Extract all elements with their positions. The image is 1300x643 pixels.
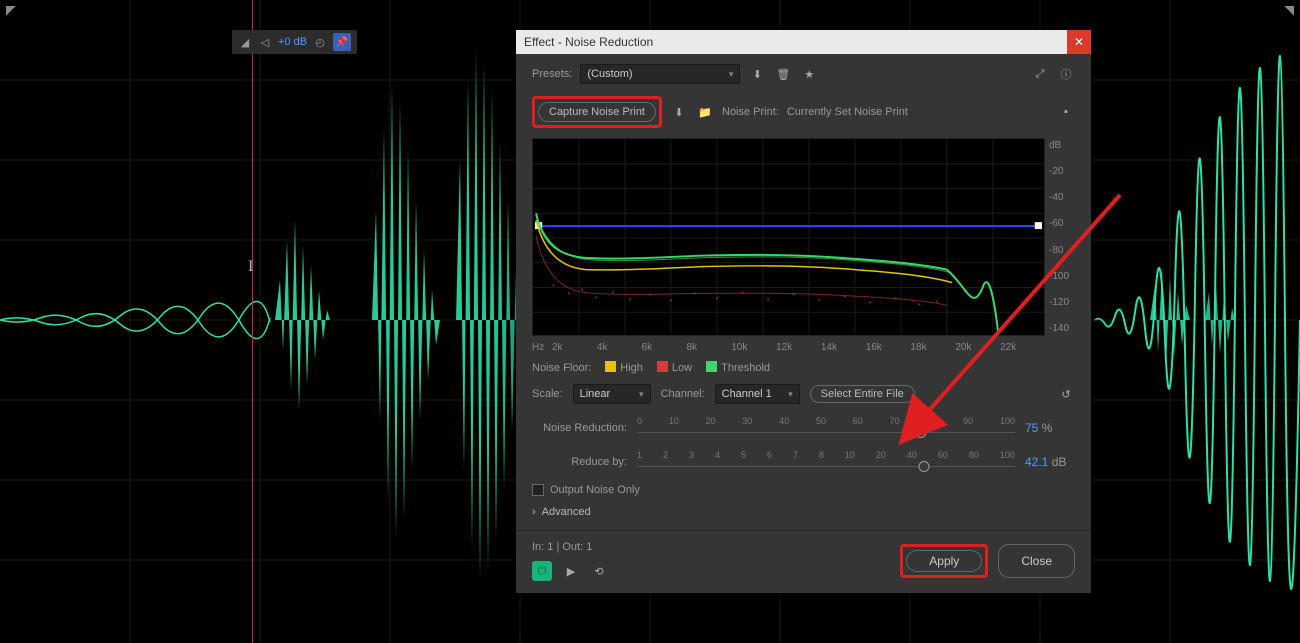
reduce-label: Reduce by: xyxy=(532,456,627,468)
reset-icon[interactable]: ↺ xyxy=(1057,385,1075,403)
y-axis-labels: dB-20 -40-60 -80-100 -120-140 xyxy=(1045,138,1075,336)
swatch-high xyxy=(605,361,616,372)
advanced-label: Advanced xyxy=(542,506,591,518)
chevron-down-icon: ▾ xyxy=(639,389,644,400)
save-noise-print-icon[interactable]: ⬇ xyxy=(670,103,688,121)
load-noise-print-icon[interactable]: 📁 xyxy=(696,103,714,121)
preset-value: (Custom) xyxy=(587,68,632,80)
advanced-toggle[interactable]: › Advanced xyxy=(532,506,1075,518)
nr-slider[interactable]: 01020 304050 607080 90100 xyxy=(637,416,1015,440)
dialog-titlebar[interactable]: Effect - Noise Reduction ✕ xyxy=(516,30,1091,54)
spectrum-chart[interactable] xyxy=(532,138,1045,336)
corner-marker-icon xyxy=(6,6,16,16)
reduce-slider-thumb[interactable] xyxy=(919,461,930,472)
noise-print-label: Noise Print: xyxy=(722,106,779,118)
close-icon[interactable]: ✕ xyxy=(1067,30,1091,54)
power-button[interactable]: ⏻ xyxy=(532,561,552,581)
delete-preset-icon[interactable]: 🗑 xyxy=(774,65,792,83)
collapse-graph-icon[interactable]: ▪ xyxy=(1057,103,1075,121)
i-beam-cursor: I xyxy=(248,258,253,276)
nr-slider-thumb[interactable] xyxy=(915,427,926,438)
reduce-value[interactable]: 42.1 dB xyxy=(1025,455,1075,469)
nr-value[interactable]: 75 % xyxy=(1025,421,1075,435)
capture-noise-print-button[interactable]: Capture Noise Print xyxy=(538,102,656,122)
loop-icon[interactable]: ⟲ xyxy=(590,562,608,580)
select-entire-file-button[interactable]: Select Entire File xyxy=(810,385,915,403)
channel-select[interactable]: Channel 1▾ xyxy=(715,384,800,404)
chevron-right-icon: › xyxy=(532,506,536,518)
swatch-low xyxy=(657,361,668,372)
corner-marker-icon xyxy=(1284,6,1294,16)
scale-label: Scale: xyxy=(532,388,563,400)
output-noise-label: Output Noise Only xyxy=(550,484,640,496)
highlight-capture: Capture Noise Print xyxy=(532,96,662,128)
playhead[interactable] xyxy=(252,0,253,643)
pin-button[interactable]: 📌 xyxy=(333,33,351,51)
dialog-title: Effect - Noise Reduction xyxy=(524,35,653,49)
play-icon[interactable]: ▶ xyxy=(562,562,580,580)
channel-label: Channel: xyxy=(661,388,705,400)
gain-value[interactable]: +0 dB xyxy=(278,36,307,48)
volume-icon[interactable]: ◁ xyxy=(258,35,272,49)
apply-button[interactable]: Apply xyxy=(906,550,982,572)
presets-label: Presets: xyxy=(532,68,572,80)
legend-label: Noise Floor: xyxy=(532,362,591,374)
info-icon[interactable]: ⓘ xyxy=(1057,65,1075,83)
noise-print-value: Currently Set Noise Print xyxy=(787,106,908,118)
save-preset-icon[interactable]: ⬇ xyxy=(748,65,766,83)
io-label: In: 1 | Out: 1 xyxy=(532,541,608,553)
gain-toolbar[interactable]: ◢ ◁ +0 dB ◴ 📌 xyxy=(232,30,357,54)
noise-reduction-dialog: Effect - Noise Reduction ✕ Presets: (Cus… xyxy=(516,30,1091,593)
close-button[interactable]: Close xyxy=(998,544,1075,578)
nr-label: Noise Reduction: xyxy=(532,422,627,434)
legend: Noise Floor: High Low Threshold xyxy=(532,361,1075,374)
chevron-down-icon: ▾ xyxy=(788,389,793,400)
highlight-apply: Apply xyxy=(900,544,988,578)
scale-select[interactable]: Linear▾ xyxy=(573,384,651,404)
route-icon[interactable]: ⤢ xyxy=(1031,65,1049,83)
gain-knob-icon[interactable]: ◴ xyxy=(313,35,327,49)
output-noise-checkbox[interactable] xyxy=(532,484,544,496)
presets-select[interactable]: (Custom) ▾ xyxy=(580,64,740,84)
chevron-down-icon: ▾ xyxy=(729,69,734,80)
favorite-icon[interactable]: ★ xyxy=(800,65,818,83)
waveform-icon: ◢ xyxy=(238,35,252,49)
reduce-slider[interactable]: 123 456 7810 204060 80100 xyxy=(637,450,1015,474)
x-axis-labels: Hz2k 4k6k 8k10k 12k14k 16k18k 20k22k xyxy=(532,342,1075,353)
swatch-threshold xyxy=(706,361,717,372)
